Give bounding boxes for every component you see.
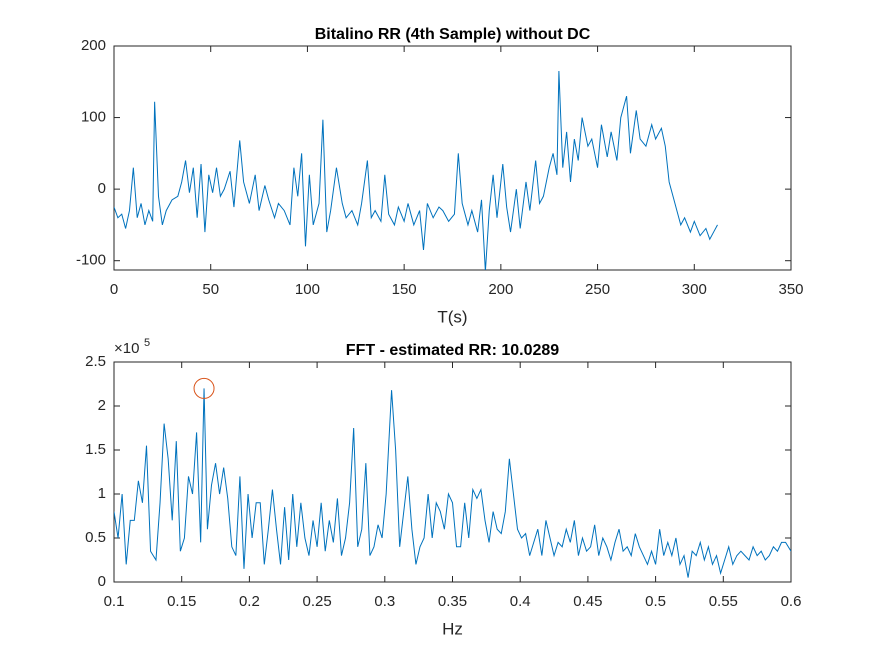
y-exponent-base: ×10 (114, 340, 139, 357)
x-tick-label: 0.5 (645, 593, 666, 610)
axes-box (113, 361, 792, 583)
chart-title: FFT - estimated RR: 10.0289 (346, 342, 560, 359)
x-axis-label: Hz (442, 619, 463, 638)
data-line (114, 388, 791, 578)
x-tick-label: 0.3 (374, 593, 395, 610)
y-tick-label: 1.5 (85, 441, 106, 458)
x-tick-label: 0.6 (781, 593, 802, 610)
x-tick-label: 100 (295, 281, 320, 298)
x-tick-label: 0.1 (104, 593, 125, 610)
y-tick-label: 100 (81, 109, 106, 126)
y-exponent: 5 (144, 337, 150, 349)
peak-marker (193, 377, 215, 399)
x-tick-label: 0.35 (438, 593, 467, 610)
y-tick-label: 0 (98, 573, 106, 590)
x-tick-label: 300 (682, 281, 707, 298)
y-tick-label: 0.5 (85, 529, 106, 546)
x-tick-label: 0.25 (302, 593, 331, 610)
x-tick-label: 0.2 (239, 593, 260, 610)
y-tick-label: 0 (98, 180, 106, 197)
y-tick-label: -100 (76, 252, 106, 269)
x-tick-label: 250 (585, 281, 610, 298)
data-line (114, 71, 718, 270)
x-tick-label: 0.45 (573, 593, 602, 610)
x-tick-label: 200 (488, 281, 513, 298)
x-tick-label: 0.15 (167, 593, 196, 610)
axes-box (113, 45, 792, 271)
x-axis-label: T(s) (437, 307, 467, 326)
chart-title: Bitalino RR (4th Sample) without DC (315, 26, 591, 43)
y-tick-label: 200 (81, 37, 106, 54)
x-tick-label: 350 (778, 281, 803, 298)
y-tick-label: 2 (98, 397, 106, 414)
x-tick-label: 0.4 (510, 593, 531, 610)
y-tick-label: 1 (98, 485, 106, 502)
x-tick-label: 150 (392, 281, 417, 298)
y-tick-label: 2.5 (85, 353, 106, 370)
x-tick-label: 0.55 (709, 593, 738, 610)
x-tick-label: 50 (202, 281, 219, 298)
x-tick-label: 0 (110, 281, 118, 298)
